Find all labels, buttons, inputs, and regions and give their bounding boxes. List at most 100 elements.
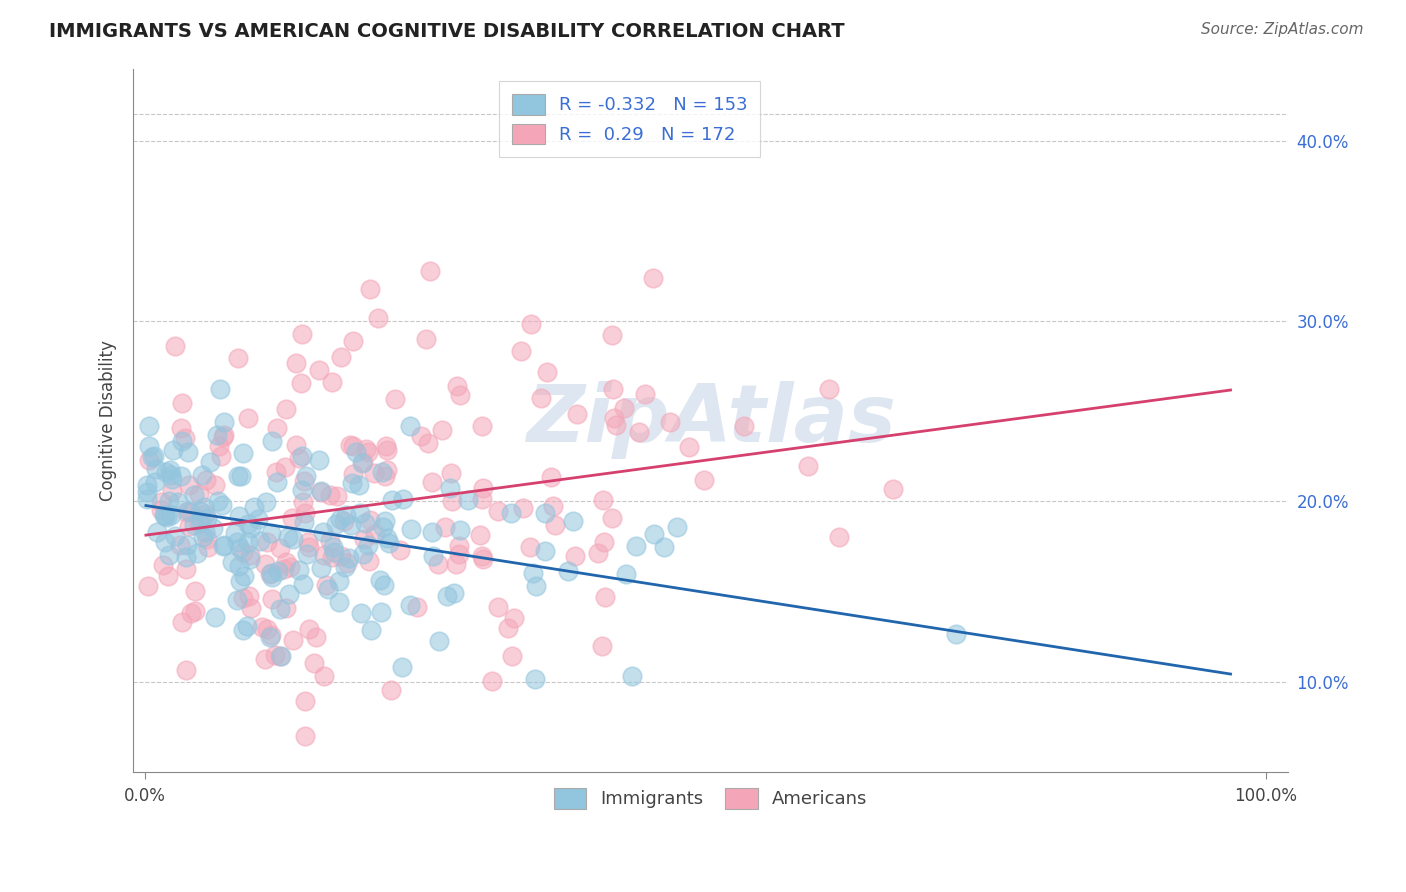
Point [159, 463, 181, 477]
Point [229, 541, 252, 555]
Point [328, 594, 350, 608]
Point [544, 517, 567, 532]
Point [290, 483, 312, 497]
Point [262, 570, 284, 584]
Point [298, 541, 321, 555]
Point [693, 473, 716, 487]
Point [643, 271, 665, 285]
Point [180, 607, 202, 621]
Point [156, 510, 179, 524]
Point [319, 533, 342, 548]
Point [172, 615, 194, 629]
Point [471, 491, 494, 506]
Point [336, 556, 359, 570]
Point [352, 455, 374, 469]
Point [174, 562, 197, 576]
Point [269, 541, 291, 555]
Point [200, 455, 222, 469]
Point [342, 439, 364, 453]
Point [356, 442, 378, 457]
Point [364, 527, 387, 541]
Point [297, 534, 319, 549]
Point [329, 351, 352, 365]
Point [392, 492, 415, 507]
Point [211, 498, 233, 512]
Point [292, 515, 315, 529]
Point [354, 516, 377, 530]
Point [177, 444, 200, 458]
Point [416, 436, 439, 450]
Point [221, 555, 243, 569]
Point [375, 442, 398, 457]
Point [160, 483, 183, 498]
Point [269, 602, 291, 616]
Point [204, 610, 226, 624]
Point [817, 382, 839, 396]
Point [678, 440, 700, 454]
Point [593, 534, 616, 549]
Point [543, 500, 565, 514]
Point [249, 534, 271, 549]
Point [288, 451, 311, 466]
Point [468, 527, 491, 541]
Point [153, 508, 176, 522]
Point [212, 430, 235, 444]
Point [600, 511, 623, 525]
Point [274, 459, 297, 474]
Point [260, 566, 283, 581]
Point [165, 529, 187, 543]
Point [406, 600, 429, 615]
Point [347, 478, 370, 492]
Point [624, 539, 647, 553]
Point [208, 382, 231, 396]
Point [389, 543, 412, 558]
Point [266, 475, 288, 489]
Point [285, 437, 308, 451]
Point [654, 540, 676, 554]
Point [302, 656, 325, 670]
Point [294, 694, 316, 708]
Point [592, 492, 614, 507]
Point [231, 468, 253, 483]
Point [266, 421, 288, 435]
Point [281, 511, 304, 525]
Point [276, 555, 298, 569]
Point [422, 549, 444, 563]
Point [449, 523, 471, 537]
Point [260, 591, 283, 606]
Point [384, 392, 406, 406]
Point [321, 549, 343, 564]
Point [256, 623, 278, 637]
Point [391, 660, 413, 674]
Point [180, 505, 202, 519]
Point [212, 538, 235, 552]
Point [373, 519, 395, 533]
Point [145, 525, 167, 540]
Point [273, 562, 295, 576]
Point [509, 343, 531, 358]
Point [142, 449, 165, 463]
Point [486, 600, 509, 615]
Point [311, 525, 333, 540]
Point [207, 494, 229, 508]
Point [260, 525, 283, 540]
Point [436, 589, 458, 603]
Point [496, 621, 519, 635]
Point [430, 423, 453, 437]
Point [281, 533, 304, 547]
Point [263, 648, 285, 662]
Point [375, 531, 398, 545]
Point [270, 648, 292, 663]
Point [446, 379, 468, 393]
Point [183, 603, 205, 617]
Point [179, 518, 201, 533]
Point [238, 516, 260, 531]
Point [512, 500, 534, 515]
Point [174, 505, 197, 519]
Point [187, 516, 209, 530]
Y-axis label: Cognitive Disability: Cognitive Disability [100, 340, 117, 500]
Point [163, 339, 186, 353]
Text: Source: ZipAtlas.com: Source: ZipAtlas.com [1201, 22, 1364, 37]
Point [349, 506, 371, 520]
Point [533, 506, 555, 520]
